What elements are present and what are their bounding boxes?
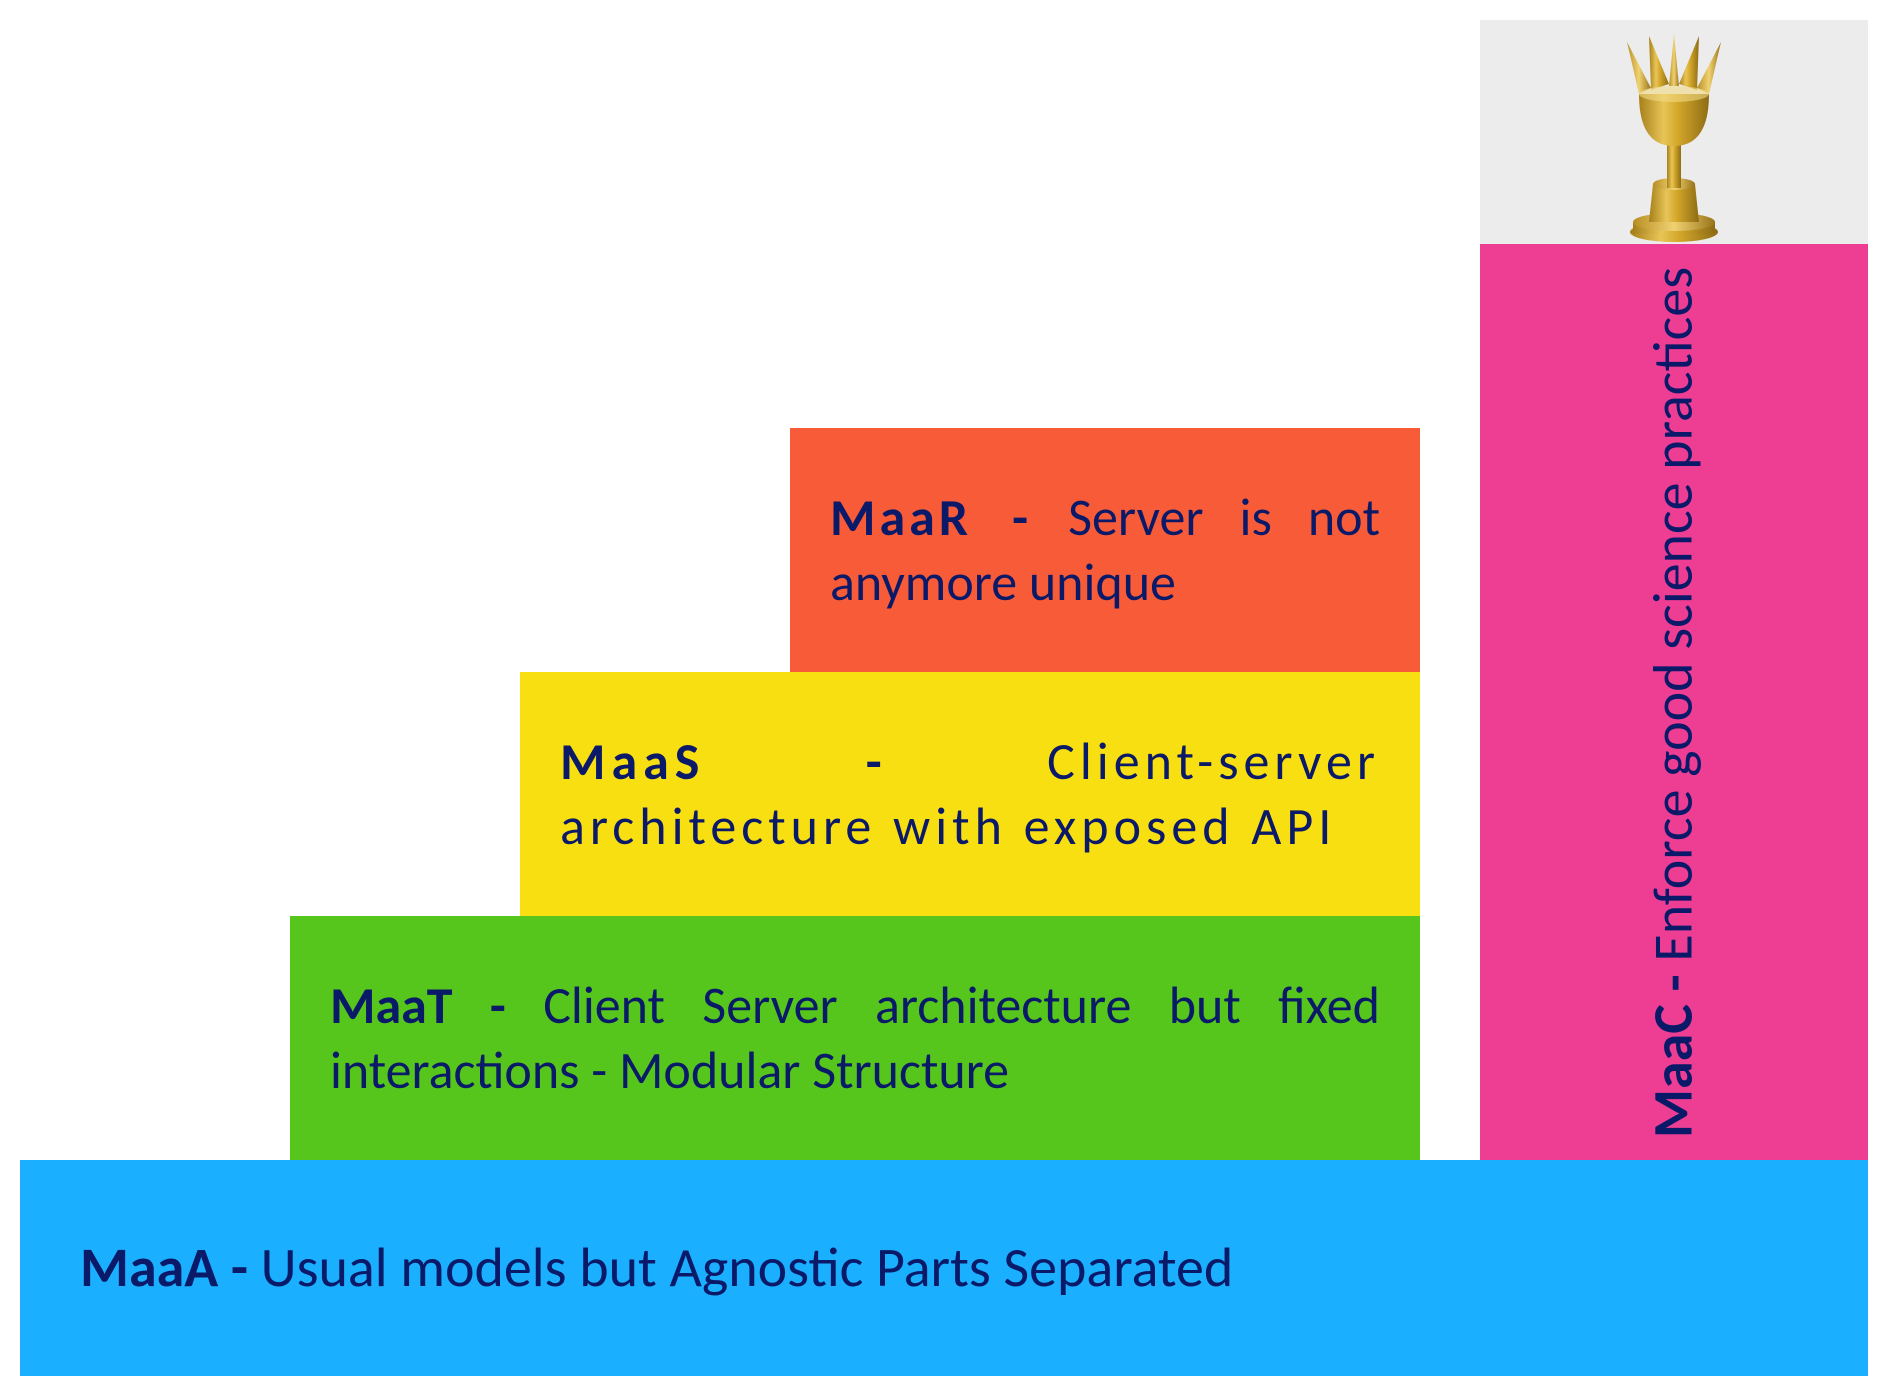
- level-maar-acronym: MaaR -: [830, 485, 1032, 549]
- level-maac-desc: Enforce good science practices: [1640, 266, 1708, 973]
- level-maar: MaaR - Server is not anymore unique: [790, 428, 1420, 672]
- level-maas-text: MaaS - Client-server architecture with e…: [560, 729, 1380, 859]
- trophy-icon: [1599, 34, 1749, 244]
- level-maar-text: MaaR - Server is not anymore unique: [830, 485, 1380, 615]
- level-maac-text: MaaC - Enforce good science practices: [1564, 262, 1784, 1142]
- diagram-stage: MaaA - Usual models but Agnostic Parts S…: [0, 0, 1888, 1396]
- trophy-box: [1480, 20, 1868, 244]
- level-maaa-text: MaaA - Usual models but Agnostic Parts S…: [80, 1233, 1233, 1303]
- level-maaa: MaaA - Usual models but Agnostic Parts S…: [20, 1160, 1868, 1376]
- level-maat: MaaT - Client Server architecture but fi…: [290, 916, 1420, 1160]
- level-maac: MaaC - Enforce good science practices: [1480, 244, 1868, 1160]
- level-maas: MaaS - Client-server architecture with e…: [520, 672, 1420, 916]
- level-maat-text: MaaT - Client Server architecture but fi…: [330, 973, 1380, 1103]
- level-maac-acronym: MaaC -: [1640, 974, 1708, 1138]
- level-maaa-desc: Usual models but Agnostic Parts Separate…: [248, 1234, 1233, 1302]
- level-maas-acronym: MaaS -: [560, 729, 888, 793]
- level-maat-acronym: MaaT -: [330, 973, 506, 1037]
- level-maaa-acronym: MaaA -: [80, 1234, 248, 1302]
